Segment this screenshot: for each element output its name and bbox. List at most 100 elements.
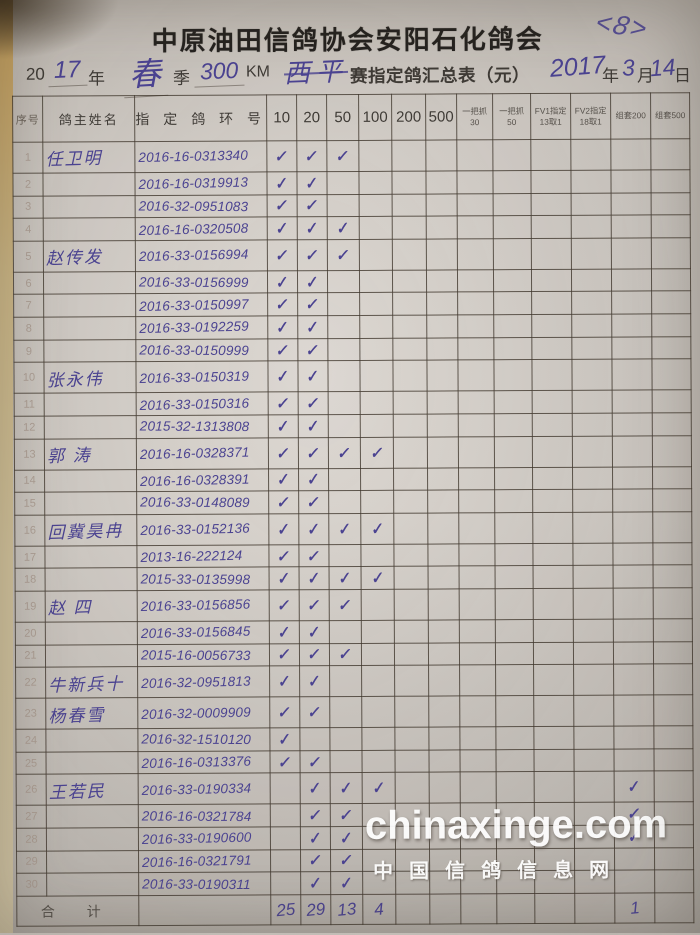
column-header-yba50: 一把抓 50: [492, 93, 531, 140]
fee-cell-zt200: ✓: [614, 824, 655, 848]
seq-number: 9: [13, 339, 44, 363]
fee-cell-10: ✓: [269, 589, 300, 621]
fee-cell-500: [426, 360, 459, 392]
checkmark-icon: ✓: [626, 805, 642, 824]
fee-cell-yba50: [493, 291, 532, 315]
table-row: 1 任卫明 2016-16-0313340 ✓ ✓ ✓: [12, 138, 690, 174]
handwritten-owner-name: 任卫明: [45, 149, 103, 170]
fee-cell-zt200: [613, 726, 654, 749]
handwritten-owner-name: 郭 涛: [46, 445, 93, 467]
fee-cell-100: [359, 315, 393, 339]
fee-cell-200: [391, 171, 427, 194]
fee-cell-500: [427, 391, 459, 415]
fee-cell-fv1: [532, 489, 573, 513]
owner-name: [44, 415, 137, 439]
ring-number: 2016-16-0321784: [138, 804, 271, 828]
ring-number: 2016-33-0156999: [135, 270, 268, 295]
fee-cell-fv1: [533, 588, 574, 620]
fee-cell-20: ✓: [300, 849, 331, 872]
fee-cell-yba50: [494, 489, 533, 513]
handwritten-owner-name: 王若民: [48, 781, 107, 803]
handwritten-ring-number: 2015-33-0135998: [140, 571, 251, 587]
fee-cell-20: ✓: [300, 826, 331, 850]
fee-cell-fv2: [571, 215, 612, 239]
fee-cell-10: [270, 871, 301, 895]
fee-cell-fv1: [533, 565, 574, 589]
checkmark-icon: ✓: [304, 197, 320, 216]
fee-cell-yba30: [459, 619, 496, 643]
fee-cell-50: [328, 391, 361, 415]
fee-cell-20: ✓: [298, 391, 329, 415]
handwritten-ring-number: 2016-16-0321784: [141, 808, 252, 824]
owner-name: [43, 217, 136, 241]
table-row: 22 牛新兵十 2016-32-0951813 ✓ ✓: [15, 663, 693, 699]
fee-cell-50: ✓: [327, 216, 360, 240]
checkmark-icon: ✓: [307, 569, 321, 589]
checkmark-icon: ✓: [308, 672, 321, 692]
handwritten-ring-number: 2016-33-0150997: [138, 296, 249, 314]
column-header-yba30: 一把抓 30: [456, 93, 493, 140]
fee-cell-50: [328, 490, 361, 514]
owner-name: [45, 621, 138, 645]
fee-cell-20: ✓: [300, 871, 331, 895]
fee-cell-zt500: [653, 587, 693, 619]
fee-cell-yba30: [457, 337, 494, 361]
fee-cell-50: [329, 696, 362, 728]
fee-cell-yba50: [496, 802, 535, 826]
fee-cell-50: ✓: [330, 849, 363, 872]
fee-cell-20: ✓: [297, 239, 328, 271]
fee-cell-fv2: [573, 664, 614, 696]
column-header-fee-10: 10: [266, 94, 297, 141]
fee-cell-yba50: [495, 565, 534, 589]
fee-cell-fv1: [534, 870, 575, 894]
seq-number: 15: [14, 492, 45, 516]
fee-cell-fv1: [533, 664, 574, 696]
fee-cell-fv1: [530, 139, 571, 171]
checkmark-icon: ✓: [309, 828, 322, 849]
fee-cell-yba30: [459, 749, 497, 773]
fee-cell-100: [361, 727, 395, 751]
fee-cell-fv1: [531, 314, 572, 338]
fee-cell-50: [327, 292, 360, 316]
checkmark-icon: ✓: [335, 246, 352, 265]
fee-cell-zt500: [652, 435, 692, 467]
total-value-20: 29: [300, 894, 331, 925]
checkmark-icon: ✓: [276, 646, 293, 665]
fee-cell-20: ✓: [300, 772, 331, 805]
fee-cell-fv1: [531, 215, 572, 239]
fee-cell-fv2: [570, 139, 611, 171]
total-ring-empty: [138, 894, 271, 926]
fee-cell-100: [361, 750, 396, 773]
fee-cell-10: [270, 826, 301, 850]
checkmark-icon: ✓: [307, 519, 321, 540]
ring-number: 2016-33-0150316: [136, 392, 269, 416]
seq-number: 13: [14, 438, 45, 470]
owner-name: [45, 567, 138, 592]
fee-cell-fv2: [571, 359, 613, 391]
fee-cell-fv1: [531, 269, 572, 292]
owner-name: [46, 850, 139, 874]
fee-cell-yba30: [460, 803, 497, 826]
fee-cell-fv2: [574, 870, 615, 894]
fee-cell-10: ✓: [267, 293, 298, 316]
checkmark-icon: ✓: [275, 341, 291, 360]
handwritten-total: 13: [336, 898, 358, 920]
fee-cell-50: [327, 194, 360, 217]
fee-cell-zt200: [612, 489, 653, 512]
seq-number: 27: [16, 805, 47, 829]
fee-cell-fv1: [533, 695, 574, 727]
fee-cell-200: [393, 490, 428, 514]
fee-cell-20: [299, 727, 330, 751]
fee-cell-200: [392, 360, 428, 392]
fee-cell-zt200: [612, 390, 653, 414]
fee-cell-200: [392, 337, 427, 361]
fee-cell-zt500: [651, 359, 692, 391]
fee-cell-zt200: [611, 268, 652, 292]
ring-number: 2016-33-0150319: [135, 361, 269, 393]
fee-cell-fv2: [572, 466, 613, 490]
checkmark-icon: ✓: [274, 197, 290, 216]
ring-number: 2015-16-0056733: [137, 643, 270, 667]
checkmark-icon: ✓: [304, 147, 320, 166]
fee-cell-10: ✓: [268, 513, 299, 545]
fee-cell-zt200: [612, 466, 653, 490]
